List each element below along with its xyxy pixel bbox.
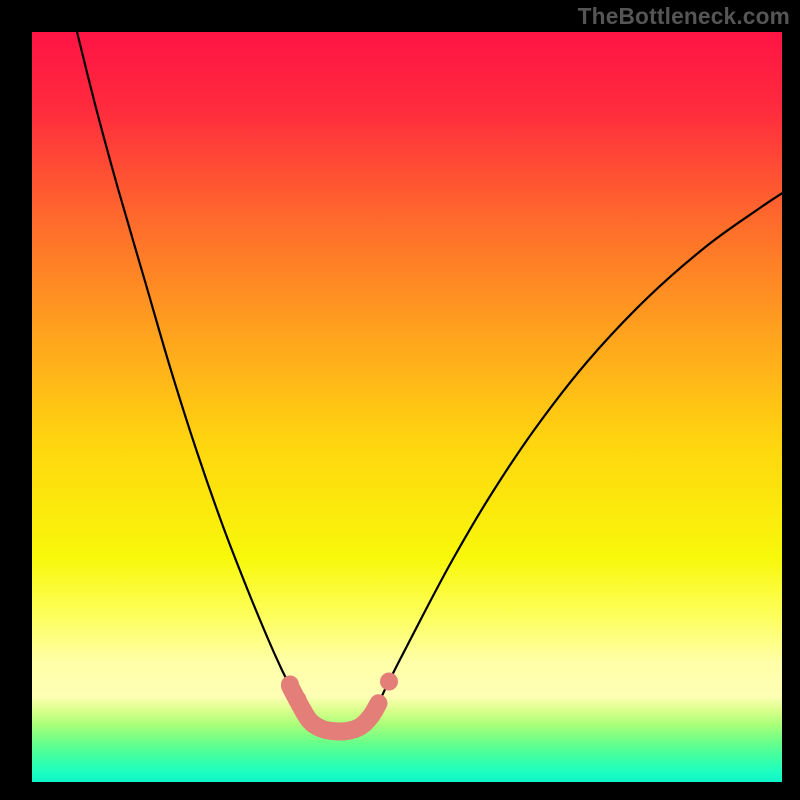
gradient-background bbox=[32, 32, 782, 782]
plot-area bbox=[32, 32, 782, 782]
chart-svg bbox=[32, 32, 782, 782]
watermark-text: TheBottleneck.com bbox=[578, 3, 790, 30]
